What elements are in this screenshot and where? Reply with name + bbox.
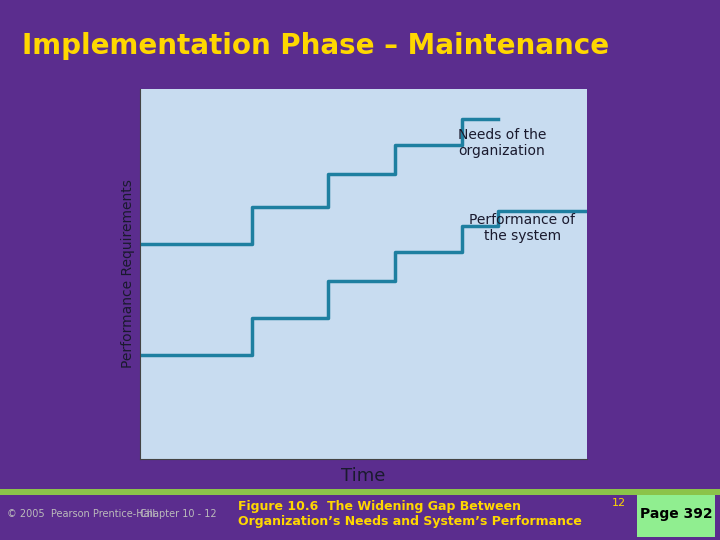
Text: Needs of the
organization: Needs of the organization	[458, 127, 546, 158]
FancyBboxPatch shape	[0, 489, 720, 495]
Text: Page 392: Page 392	[640, 508, 712, 521]
Text: © 2005  Pearson Prentice-Hall: © 2005 Pearson Prentice-Hall	[7, 509, 156, 519]
Text: Implementation Phase – Maintenance: Implementation Phase – Maintenance	[22, 32, 608, 60]
FancyBboxPatch shape	[637, 495, 715, 537]
Text: 12: 12	[612, 498, 626, 508]
Text: Performance of
the system: Performance of the system	[469, 213, 575, 243]
Y-axis label: Performance Requirements: Performance Requirements	[121, 180, 135, 368]
X-axis label: Time: Time	[341, 467, 386, 485]
Text: Chapter 10 - 12: Chapter 10 - 12	[140, 509, 217, 519]
Text: Figure 10.6  The Widening Gap Between
Organization’s Needs and System’s Performa: Figure 10.6 The Widening Gap Between Org…	[238, 501, 582, 528]
